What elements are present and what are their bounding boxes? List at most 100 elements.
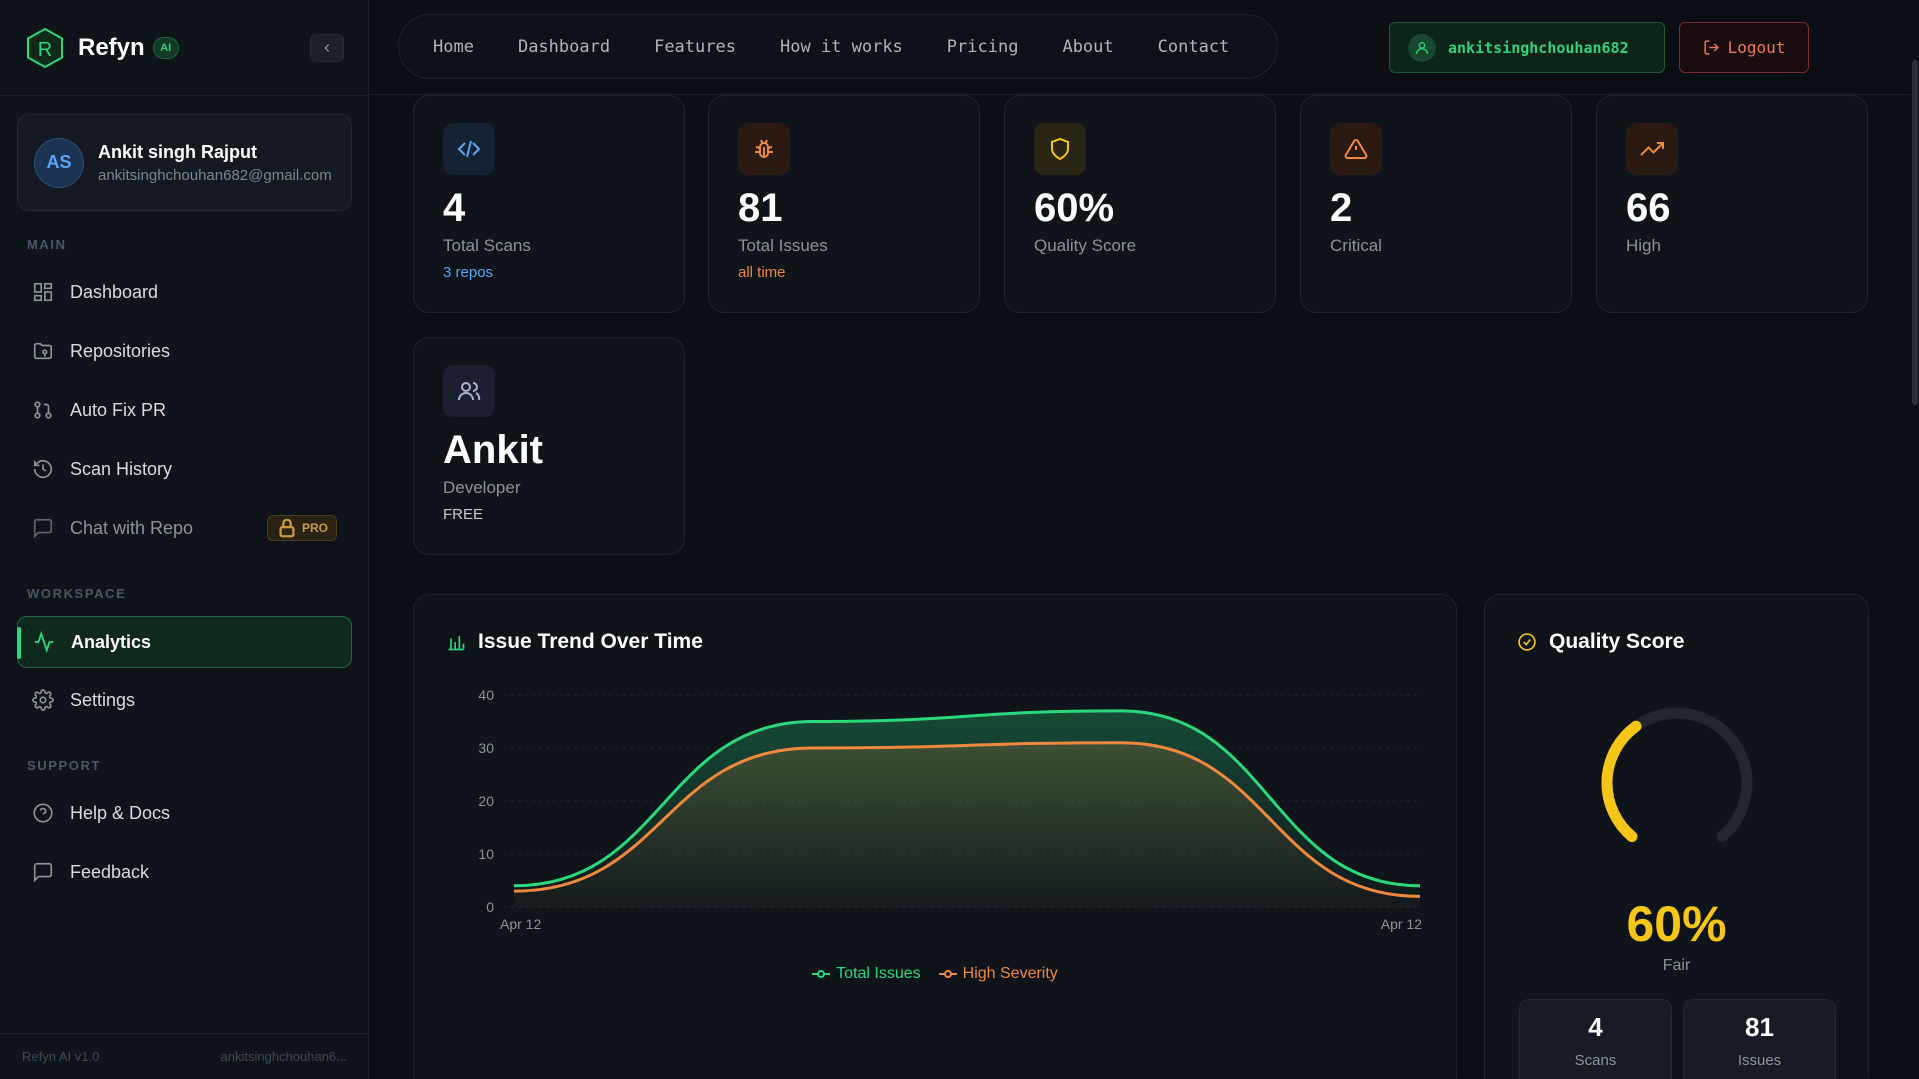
- section-label-main: MAIN: [27, 237, 67, 252]
- sidebar-item-chat-with-repo[interactable]: Chat with Repo PRO: [17, 502, 352, 554]
- legend-item-high-severity[interactable]: High Severity: [938, 965, 1058, 983]
- section-label-workspace: WORKSPACE: [27, 586, 127, 601]
- sidebar-item-auto-fix-pr[interactable]: Auto Fix PR: [17, 384, 352, 436]
- collapse-sidebar-button[interactable]: [310, 33, 344, 62]
- scans-mini-card: 4 Scans: [1519, 999, 1672, 1079]
- quality-title: Quality Score: [1517, 630, 1684, 654]
- sidebar-item-scan-history[interactable]: Scan History: [17, 443, 352, 495]
- sidebar-item-label: Scan History: [70, 458, 173, 479]
- trending-up-icon: [1626, 123, 1678, 175]
- gear-icon: [32, 689, 54, 711]
- issue-trend-chart: 0 10 20 30 40 Apr 12 Apr 12: [478, 687, 1422, 932]
- gauge-rating: Fair: [1662, 957, 1691, 974]
- nav-link-dashboard[interactable]: Dashboard: [517, 36, 611, 57]
- y-tick-label: 40: [478, 687, 494, 703]
- git-pull-request-icon: [34, 401, 52, 419]
- nav-link-about[interactable]: About: [1062, 36, 1114, 57]
- issues-value: 81: [1745, 1012, 1774, 1042]
- x-tick-label: Apr 12: [500, 916, 541, 932]
- chart-title-text: Issue Trend Over Time: [478, 630, 703, 653]
- stat-label: Developer: [443, 478, 521, 497]
- check-circle-icon: [1518, 633, 1536, 651]
- issue-trend-card: Issue Trend Over Time 0 10 20 30 40 Apr 12 Apr…: [413, 594, 1457, 1079]
- quality-score-card: Quality Score 60% Fair 4 Scans 81 Issues: [1484, 594, 1869, 1079]
- legend-item-total-issues[interactable]: Total Issues: [812, 965, 921, 983]
- line-high-severity: [513, 741, 1421, 898]
- user-name: Ankit singh Rajput: [98, 141, 257, 162]
- stat-card-critical: 2 Critical: [1300, 95, 1572, 313]
- top-nav: Home Dashboard Features How it works Pri…: [398, 14, 1278, 79]
- y-tick-label: 30: [478, 740, 494, 756]
- alert-triangle-icon: [1330, 123, 1382, 175]
- stat-card-high: 66 High: [1596, 95, 1868, 313]
- y-tick-label: 10: [478, 846, 494, 862]
- brand-ai-badge: AI: [152, 36, 179, 59]
- stat-value: Ankit: [443, 428, 543, 472]
- stat-sub: 3 repos: [443, 264, 494, 281]
- stat-card-total-scans: 4 Total Scans 3 repos: [413, 95, 685, 313]
- stat-card-quality-score: 60% Quality Score: [1004, 95, 1276, 313]
- nav-link-home[interactable]: Home: [433, 36, 474, 57]
- pro-badge: PRO: [266, 515, 337, 541]
- sidebar-item-label: Feedback: [70, 861, 150, 882]
- line-total-issues: [513, 709, 1421, 888]
- shield-icon: [1034, 123, 1086, 175]
- user-profile-button[interactable]: ankitsinghchouhan682: [1389, 22, 1665, 73]
- folder-git-icon: [33, 342, 53, 360]
- stat-label: Total Issues: [738, 236, 828, 255]
- header-divider: [369, 94, 1919, 95]
- quality-gauge: [1601, 707, 1753, 843]
- x-tick-label: Apr 12: [1381, 916, 1422, 932]
- chart-title: Issue Trend Over Time: [446, 630, 703, 654]
- gauge-value: 60%: [1626, 896, 1727, 952]
- nav-link-how-it-works[interactable]: How it works: [779, 36, 903, 57]
- sidebar-item-label: Dashboard: [70, 281, 159, 302]
- y-tick-label: 0: [486, 899, 494, 915]
- scrollbar[interactable]: [1911, 0, 1919, 1079]
- chart-legend: Total Issues High Severity: [414, 965, 1456, 983]
- sidebar-item-label: Analytics: [71, 631, 152, 652]
- scans-value: 4: [1588, 1012, 1603, 1042]
- user-card[interactable]: AS Ankit singh Rajput ankitsinghchouhan6…: [17, 114, 352, 211]
- sidebar-item-label: Repositories: [70, 340, 171, 361]
- sidebar-item-analytics[interactable]: Analytics: [17, 616, 352, 668]
- legend-label: Total Issues: [836, 965, 921, 982]
- refyn-logo-icon[interactable]: R: [24, 27, 66, 69]
- logout-button[interactable]: Logout: [1679, 22, 1809, 73]
- user-email: ankitsinghchouhan682@gmail.com: [98, 166, 332, 184]
- stat-label: High: [1626, 236, 1661, 255]
- pro-badge-label: PRO: [301, 521, 328, 535]
- sidebar-item-settings[interactable]: Settings: [17, 674, 352, 726]
- scrollbar-thumb[interactable]: [1912, 60, 1918, 405]
- issues-mini-card: 81 Issues: [1683, 999, 1836, 1079]
- nav-link-pricing[interactable]: Pricing: [946, 36, 1019, 57]
- sidebar-item-help-docs[interactable]: Help & Docs: [17, 787, 352, 839]
- bar-chart-icon: [448, 636, 465, 651]
- sidebar-item-feedback[interactable]: Feedback: [17, 846, 352, 898]
- grid-icon: [33, 282, 53, 302]
- lock-icon: [279, 518, 295, 538]
- sidebar-item-label: Auto Fix PR: [70, 399, 167, 420]
- username: ankitsinghchouhan682: [1448, 38, 1629, 57]
- stat-card-user: Ankit Developer FREE: [413, 337, 685, 555]
- message-icon: [33, 518, 53, 539]
- sidebar: R Refyn AI AS Ankit singh Rajput ankitsi…: [0, 0, 369, 1079]
- sidebar-item-label: Settings: [70, 689, 136, 710]
- stat-card-total-issues: 81 Total Issues all time: [708, 95, 980, 313]
- stat-sub: all time: [738, 264, 786, 281]
- logout-label: Logout: [1727, 38, 1786, 57]
- message-square-icon: [33, 862, 53, 883]
- sidebar-item-label: Chat with Repo: [70, 517, 194, 538]
- sidebar-item-dashboard[interactable]: Dashboard: [17, 266, 352, 318]
- stat-value: 4: [443, 186, 466, 230]
- nav-link-contact[interactable]: Contact: [1157, 36, 1230, 57]
- footer-username: ankitsinghchouhan6...: [220, 1049, 347, 1064]
- user-icon: [1408, 33, 1436, 62]
- nav-link-features[interactable]: Features: [654, 36, 736, 57]
- issues-label: Issues: [1737, 1052, 1782, 1069]
- svg-text:R: R: [38, 39, 52, 61]
- version-text: Refyn AI v1.0: [22, 1049, 100, 1064]
- code-icon: [443, 123, 495, 175]
- stat-value: 66: [1626, 186, 1671, 230]
- sidebar-item-repositories[interactable]: Repositories: [17, 325, 352, 377]
